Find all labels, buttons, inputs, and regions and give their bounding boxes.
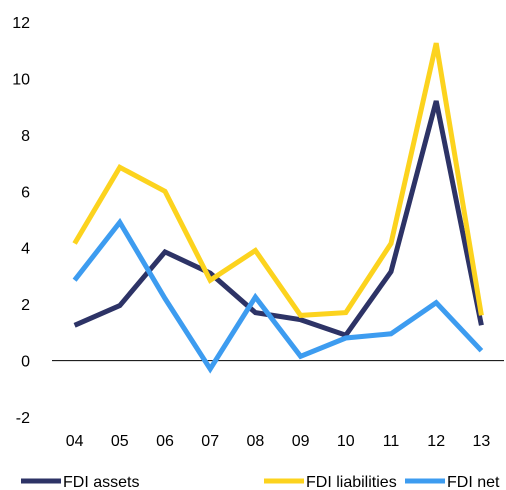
legend-item-fdi-net: FDI net bbox=[405, 474, 500, 490]
y-tick-label: 12 bbox=[12, 15, 30, 32]
x-tick-label: 06 bbox=[156, 433, 174, 450]
x-tick-label: 09 bbox=[292, 433, 310, 450]
y-axis-ticks: -2 0 2 4 6 8 10 12 bbox=[12, 15, 30, 427]
x-tick-label: 11 bbox=[383, 433, 400, 450]
y-tick-label: 4 bbox=[21, 241, 30, 258]
x-tick-label: 12 bbox=[427, 433, 445, 450]
legend-label: FDI assets bbox=[63, 474, 139, 490]
y-tick-label: 0 bbox=[21, 354, 30, 371]
x-tick-label: 08 bbox=[247, 433, 265, 450]
y-tick-label: 2 bbox=[21, 297, 30, 314]
series-line-fdi-liabilities bbox=[72, 42, 484, 318]
legend-label: FDI liabilities bbox=[306, 474, 397, 490]
y-tick-label: -2 bbox=[16, 410, 30, 427]
y-tick-label: 10 bbox=[12, 71, 30, 88]
x-tick-label: 07 bbox=[201, 433, 219, 450]
y-tick-label: 8 bbox=[21, 128, 30, 145]
x-tick-label: 13 bbox=[473, 433, 491, 450]
series-line-fdi-net bbox=[72, 217, 484, 374]
y-tick-label: 6 bbox=[21, 184, 30, 201]
legend-label: FDI net bbox=[447, 474, 500, 490]
legend-item-fdi-liabilities: FDI liabilities bbox=[264, 474, 397, 490]
legend: FDI assets FDI liabilities FDI net bbox=[21, 474, 500, 490]
x-axis-ticks: 04 05 06 07 08 09 10 11 12 13 bbox=[66, 433, 491, 450]
series-line-fdi-assets bbox=[73, 100, 484, 339]
series-lines bbox=[72, 42, 484, 374]
x-tick-label: 10 bbox=[337, 433, 355, 450]
x-tick-label: 04 bbox=[66, 433, 84, 450]
x-tick-label: 05 bbox=[111, 433, 129, 450]
legend-item-fdi-assets: FDI assets bbox=[21, 474, 139, 490]
